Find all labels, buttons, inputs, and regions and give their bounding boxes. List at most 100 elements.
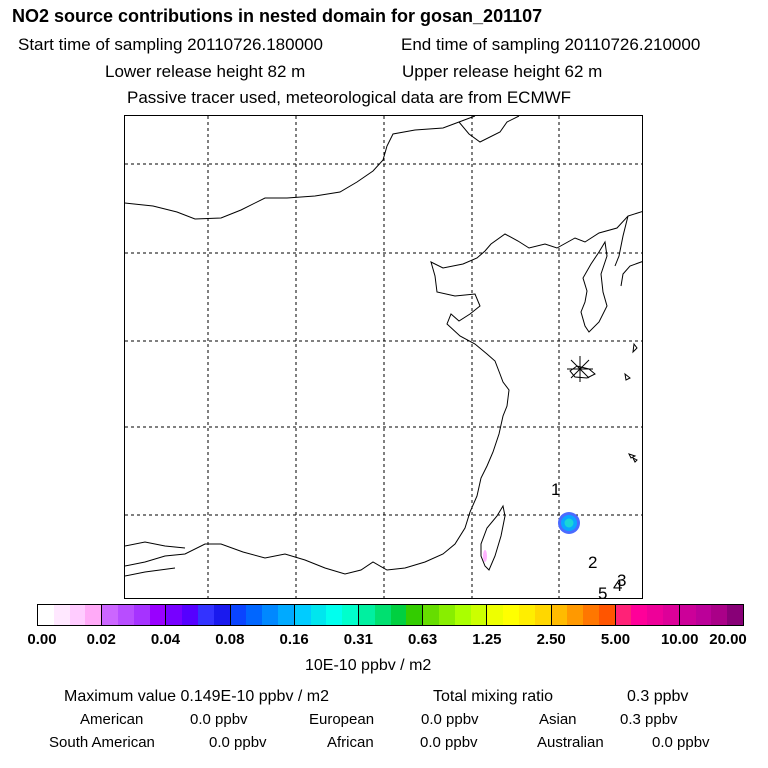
- region-american-name: American: [80, 711, 144, 728]
- colorbar-swatch: [246, 605, 263, 625]
- colorbar-swatch: [213, 605, 230, 625]
- colorbar-swatch: [727, 605, 744, 625]
- max-value: Maximum value 0.149E-10 ppbv / m2: [64, 688, 330, 705]
- colorbar-tick-label: 5.00: [600, 631, 631, 648]
- lower-release-height: Lower release height 82 m: [105, 62, 306, 81]
- colorbar-swatch: [534, 605, 551, 625]
- colorbar-swatch: [470, 605, 487, 625]
- colorbar-swatch: [518, 605, 535, 625]
- map-canvas: 1 2 3 4 5: [125, 116, 642, 599]
- colorbar-swatch: [615, 605, 632, 625]
- colorbar-swatch: [503, 605, 519, 625]
- colorbar-swatch: [358, 605, 375, 625]
- colorbar-segment: [38, 605, 103, 625]
- colorbar-swatch: [69, 605, 86, 625]
- colorbar-segment: [166, 605, 231, 625]
- colorbar: [37, 604, 744, 626]
- region-south-american-name: South American: [49, 734, 155, 751]
- trace-contribution: [483, 550, 487, 562]
- source-label-2: 2: [588, 553, 597, 572]
- contribution-plume-core: [564, 518, 574, 528]
- colorbar-swatch: [374, 605, 391, 625]
- colorbar-swatch: [230, 605, 247, 625]
- release-site-marker: [567, 356, 593, 382]
- coastlines: [125, 116, 642, 577]
- colorbar-tick-label: 20.00: [709, 631, 747, 648]
- colorbar-tick-label: 10.00: [660, 631, 699, 648]
- colorbar-swatch: [598, 605, 615, 625]
- start-time: Start time of sampling 20110726.180000: [18, 35, 323, 54]
- total-mixing-label: Total mixing ratio: [433, 688, 554, 705]
- colorbar-swatch: [149, 605, 166, 625]
- region-african-name: African: [327, 734, 374, 751]
- colorbar-segment: [423, 605, 488, 625]
- source-label-5: 5: [598, 584, 607, 599]
- region-australian-name: Australian: [537, 734, 604, 751]
- colorbar-swatch: [631, 605, 648, 625]
- colorbar-tick-label: 0.04: [150, 631, 181, 648]
- colorbar-swatch: [277, 605, 294, 625]
- colorbar-swatch: [487, 605, 504, 625]
- colorbar-segment: [102, 605, 167, 625]
- colorbar-segment: [679, 605, 744, 625]
- colorbar-swatch: [310, 605, 327, 625]
- colorbar-swatch: [567, 605, 584, 625]
- colorbar-segment: [551, 605, 616, 625]
- colorbar-segment: [487, 605, 552, 625]
- colorbar-swatch: [166, 605, 183, 625]
- region-european-value: 0.0 ppbv: [421, 711, 479, 728]
- region-asian-name: Asian: [539, 711, 577, 728]
- colorbar-swatch: [454, 605, 471, 625]
- colorbar-swatch: [342, 605, 358, 625]
- region-european-name: European: [309, 711, 375, 728]
- colorbar-swatch: [262, 605, 278, 625]
- source-label-4: 4: [613, 576, 622, 595]
- map-title: NO2 source contributions in nested domai…: [12, 6, 543, 26]
- colorbar-tick-label: 2.50: [536, 631, 566, 648]
- colorbar-tick-label: 0.00: [27, 631, 57, 648]
- colorbar-segment: [230, 605, 295, 625]
- region-australian-value: 0.0 ppbv: [652, 734, 710, 751]
- colorbar-swatch: [326, 605, 343, 625]
- colorbar-swatch: [133, 605, 150, 625]
- colorbar-swatch: [663, 605, 679, 625]
- colorbar-swatch: [102, 605, 118, 625]
- colorbar-segment: [294, 605, 359, 625]
- region-american-value: 0.0 ppbv: [190, 711, 248, 728]
- colorbar-swatch: [438, 605, 455, 625]
- region-south-american-value: 0.0 ppbv: [209, 734, 267, 751]
- colorbar-swatch: [583, 605, 599, 625]
- region-african-value: 0.0 ppbv: [420, 734, 478, 751]
- colorbar-swatch: [406, 605, 423, 625]
- colorbar-swatch: [182, 605, 198, 625]
- colorbar-tick-label: 0.08: [215, 631, 245, 648]
- colorbar-tick-label: 1.25: [472, 631, 502, 648]
- colorbar-swatch: [85, 605, 102, 625]
- region-asian-value: 0.3 ppbv: [620, 711, 678, 728]
- colorbar-tick-label: 0.16: [279, 631, 309, 648]
- colorbar-unit: 10E-10 ppbv / m2: [305, 657, 432, 674]
- colorbar-swatch: [390, 605, 407, 625]
- total-mixing-value: 0.3 ppbv: [627, 688, 689, 705]
- end-time: End time of sampling 20110726.210000: [401, 35, 701, 54]
- colorbar-segment: [358, 605, 424, 625]
- colorbar-segment: [615, 605, 680, 625]
- colorbar-swatch: [647, 605, 664, 625]
- colorbar-swatch: [294, 605, 311, 625]
- colorbar-swatch: [197, 605, 214, 625]
- colorbar-swatch: [551, 605, 568, 625]
- source-label-3: 3: [617, 571, 626, 590]
- colorbar-swatch: [679, 605, 696, 625]
- colorbar-tick-label: 0.63: [408, 631, 438, 648]
- colorbar-swatch: [53, 605, 70, 625]
- lat-lon-grid: [125, 116, 642, 598]
- colorbar-swatch: [711, 605, 728, 625]
- upper-release-height: Upper release height 62 m: [402, 62, 603, 81]
- map-panel: 1 2 3 4 5: [124, 115, 643, 599]
- colorbar-swatch: [695, 605, 712, 625]
- colorbar-tick-label: 0.31: [343, 631, 373, 648]
- colorbar-swatch: [38, 605, 54, 625]
- colorbar-tick-label: 0.02: [86, 631, 116, 648]
- colorbar-swatch: [423, 605, 439, 625]
- colorbar-swatch: [117, 605, 134, 625]
